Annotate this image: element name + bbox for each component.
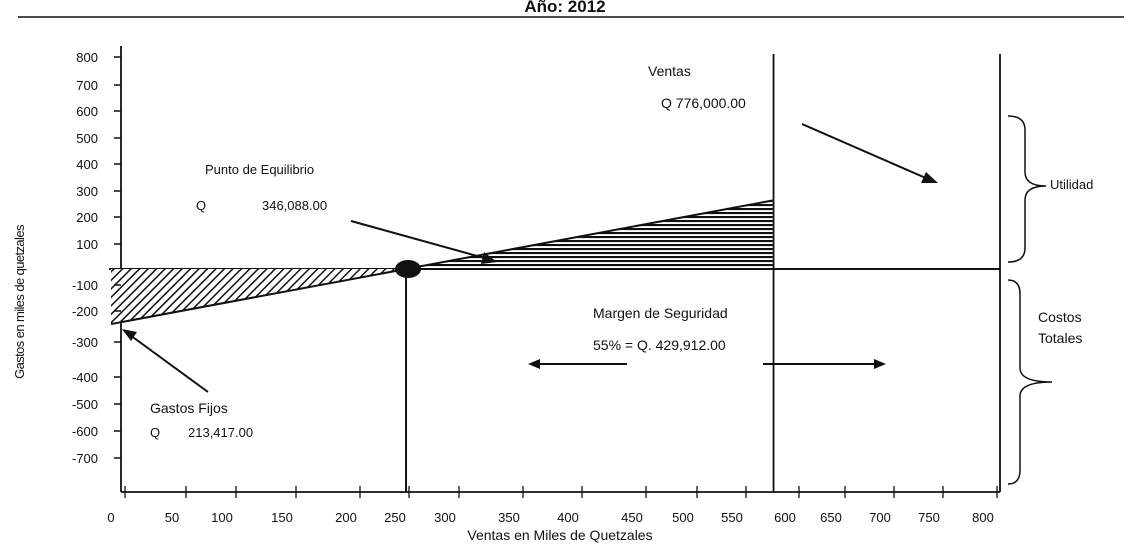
breakeven-point [395,260,422,278]
breakeven-arrow [350,220,489,260]
x-tick-label: 350 [498,510,520,525]
sales-arrow-head [921,172,938,183]
y-tick-label: 800 [76,50,98,65]
y-tick-label: -500 [72,397,98,412]
breakeven-currency: Q [196,198,206,213]
x-tick-label: 700 [869,510,891,525]
safety-margin-title: Margen de Seguridad [593,305,728,321]
sales-arrow [801,123,929,180]
x-tick-label: 250 [384,510,406,525]
x-tick-label: 50 [165,510,179,525]
y-tick-label: -100 [72,278,98,293]
x-tick-label: 500 [672,510,694,525]
y-tick-label: 400 [76,157,98,172]
safety-arrow-left-head [528,359,540,369]
utility-brace [1007,115,1047,263]
fixed-costs-arrow [129,334,209,393]
costs-brace [1007,279,1053,485]
x-tick-label: 150 [271,510,293,525]
utility-label: Utilidad [1050,177,1093,192]
safety-arrow-right-head [874,359,886,369]
breakeven-value: 346,088.00 [262,198,327,213]
x-tick-label: 400 [557,510,579,525]
costs-label-line2: Totales [1038,330,1082,346]
x-tick-label: 100 [211,510,233,525]
x-tick-label: 450 [621,510,643,525]
y-tick-label: 300 [76,184,98,199]
x-tick-label: 0 [107,510,114,525]
y-axis-label: Gastos en miles de quetzales [12,224,27,379]
costs-label-line1: Costos [1038,309,1082,325]
y-tick-label: -700 [72,451,98,466]
y-tick-label: -400 [72,370,98,385]
sales-value: Q 776,000.00 [661,95,746,111]
y-ticks: 800 700 600 500 400 300 200 100 -100 -200 -300 -400… [72,50,121,466]
breakeven-title: Punto de Equilibrio [205,162,314,177]
y-tick-label: 200 [76,210,98,225]
y-tick-label: -300 [72,335,98,350]
x-tick-label: 750 [918,510,940,525]
fixed-costs-arrow-head [122,329,137,341]
y-tick-label: 600 [76,104,98,119]
x-tick-label: 800 [972,510,994,525]
chart-title: Año: 2012 [524,0,605,16]
x-tick-label: 600 [774,510,796,525]
breakeven-arrow-head [481,252,497,264]
x-tick-label: 650 [820,510,842,525]
fixed-costs-value: 213,417.00 [188,425,253,440]
x-ticks: 0 50 100 150 200 250 300 350 400 450 500 550 600 650 7… [107,486,998,525]
x-tick-label: 300 [434,510,456,525]
y-tick-label: 700 [76,78,98,93]
y-tick-label: 500 [76,131,98,146]
fixed-costs-currency: Q [150,425,160,440]
sales-title: Ventas [648,63,691,79]
x-tick-label: 550 [721,510,743,525]
safety-margin-value: 55% = Q. 429,912.00 [593,337,726,353]
x-tick-label: 200 [335,510,357,525]
x-axis-label: Ventas en Miles de Quetzales [467,527,652,543]
y-tick-label: -600 [72,424,98,439]
y-tick-label: 100 [76,237,98,252]
fixed-costs-title: Gastos Fijos [150,400,228,416]
y-tick-label: -200 [72,304,98,319]
